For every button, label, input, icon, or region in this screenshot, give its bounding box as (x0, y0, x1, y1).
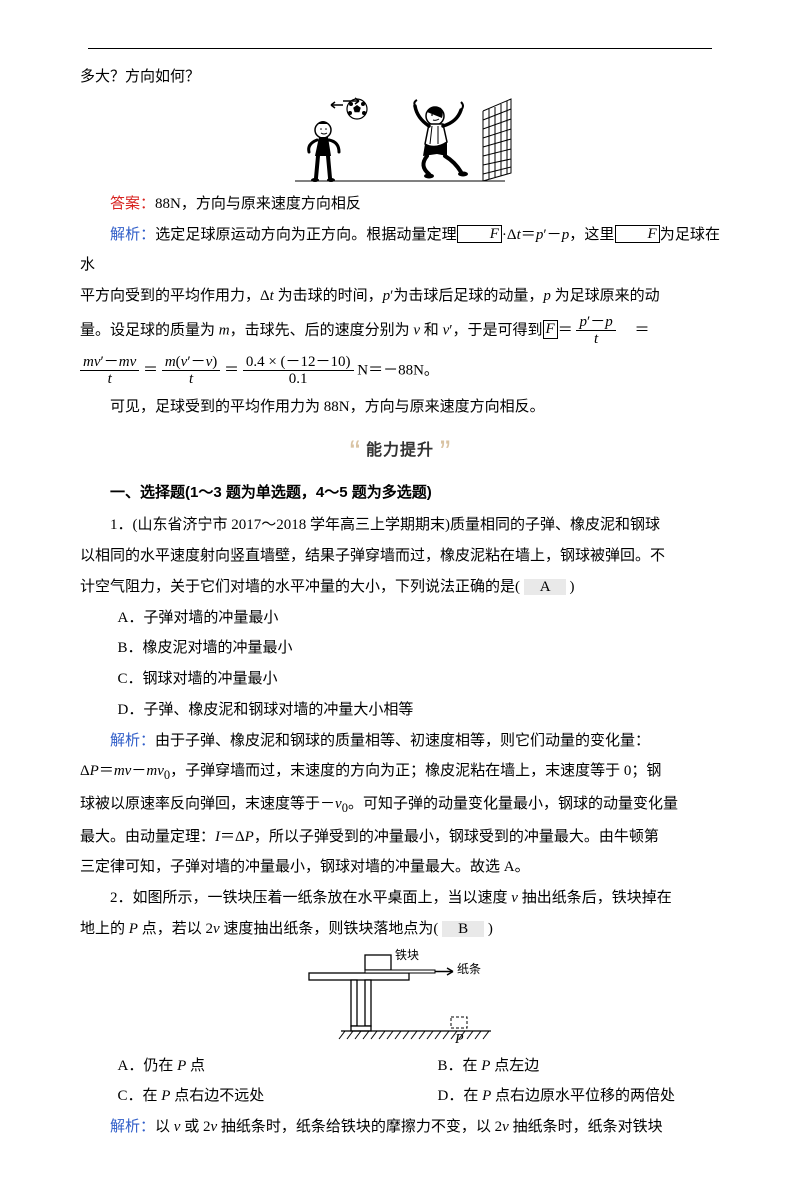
page: 多大？方向如何？ (0, 0, 800, 1183)
t: ′－ (543, 227, 561, 243)
t: 或 2 (180, 1119, 210, 1135)
q1-line1: 1．(山东省济宁市 2017～2018 学年高三上学期期末)质量相同的子弹、橡皮… (80, 510, 720, 541)
t: 计空气阻力，关于它们对墙的水平冲量的大小，下列说法正确的是( (80, 579, 520, 595)
section-divider: “ 能力提升 ” (80, 427, 720, 478)
t: ，子弹穿墙而过，末速度的方向为正；橡皮泥粘在墙上，末速度等于 0；钢 (170, 763, 661, 779)
t: ＝ (558, 322, 573, 338)
t: 2．如图所示，一铁块压着一纸条放在水平桌面上，当以速度 (110, 890, 511, 906)
answer-label: 答案： (110, 196, 155, 212)
table-svg: 铁块 纸条 P (295, 947, 505, 1047)
t: ＝Δ (220, 829, 245, 845)
t: ·Δ (502, 227, 517, 243)
eq-tail: N＝－88N。 (357, 362, 439, 378)
answer-line: 答案：88N，方向与原来速度方向相反 (80, 189, 720, 220)
t: － (131, 763, 146, 779)
q1-exp-1: 解析：由于子弹、橡皮泥和钢球的质量相等、初速度相等，则它们动量的变化量： (80, 726, 720, 757)
t: 平方向受到的平均作用力，Δ (80, 288, 270, 304)
fraction-4: 0.4 × (－12－10) 0.1 (243, 354, 354, 388)
q1-opt-d: D．子弹、橡皮泥和钢球对墙的冲量大小相等 (80, 695, 720, 726)
q2-answer: B (442, 921, 484, 937)
q1-answer: A (524, 579, 566, 595)
football-svg (285, 95, 515, 185)
figure-table: 铁块 纸条 P (80, 947, 720, 1051)
t: ) (570, 579, 575, 595)
t: ，这里 (569, 227, 614, 243)
q2-options-row1: A．仍在 P 点 B．在 P 点左边 (80, 1051, 720, 1082)
q1-exp-5: 三定律可知，子弹对墙的冲量最小，钢球对墙的冲量最大。故选 A。 (80, 852, 720, 883)
t: 为击球的时间， (274, 288, 383, 304)
t: 以 (155, 1119, 174, 1135)
header-rule (88, 48, 712, 49)
q2-options-row2: C．在 P 点右边不远处 D．在 P 点右边原水平位移的两倍处 (80, 1081, 720, 1112)
intro-line: 多大？方向如何？ (80, 62, 720, 93)
q2-line1: 2．如图所示，一铁块压着一纸条放在水平桌面上，当以速度 v 抽出纸条后，铁块掉在 (80, 883, 720, 914)
q2-line2: 地上的 P 点，若以 2v 速度抽出纸条，则铁块落地点为( B ) (80, 914, 720, 945)
t: ′为击球后足球的动量， (390, 288, 543, 304)
t: ) (488, 921, 493, 937)
t: 抽纸条时，纸条给铁块的摩擦力不变，以 2 (217, 1119, 502, 1135)
label-block: 铁块 (395, 948, 419, 962)
t: 地上的 (80, 921, 129, 937)
t: ＝ (521, 227, 536, 243)
t: 量。设足球的质量为 (80, 322, 219, 338)
quote-left-icon: “ (348, 434, 363, 470)
q1-options: A．子弹对墙的冲量最小 B．橡皮泥对墙的冲量最小 C．钢球对墙的冲量最小 D．子… (80, 603, 720, 726)
q1-exp-3: 球被以原速率反向弹回，末速度等于－v0。可知子弹的动量变化量最小，钢球的动量变化… (80, 789, 720, 822)
t: ＝ (99, 763, 114, 779)
q1-opt-b: B．橡皮泥对墙的冲量最小 (80, 633, 720, 664)
q1-exp-4: 最大。由动量定理：I＝ΔP，所以子弹受到的冲量最小，钢球受到的冲量最大。由牛顿第 (80, 822, 720, 853)
t: 抽纸条时，纸条对铁块 (509, 1119, 663, 1135)
q2-opt-b: B．在 P 点左边 (400, 1051, 720, 1082)
F-symbol: F (457, 225, 502, 244)
t: 抽出纸条后，铁块掉在 (518, 890, 672, 906)
divider-text: 能力提升 (366, 442, 434, 459)
t: 点，若以 2 (138, 921, 213, 937)
explain-label: 解析： (110, 227, 155, 243)
answer-text: 88N，方向与原来速度方向相反 (155, 196, 361, 212)
fraction-2: mv′－mv t (80, 354, 139, 388)
t: ，击球先、后的速度分别为 (230, 322, 414, 338)
explain-line-2: 平方向受到的平均作用力，Δt 为击球的时间，p′为击球后足球的动量，p 为足球原… (80, 281, 720, 312)
q2-opt-d: D．在 P 点右边原水平位移的两倍处 (400, 1081, 720, 1112)
label-paper: 纸条 (457, 962, 481, 976)
equation-line-1: 量。设足球的质量为 m，击球先、后的速度分别为 v 和 v′，于是可得到F＝ p… (80, 314, 720, 348)
explain-line-1: 解析：选定足球原运动方向为正方向。根据动量定理F·Δt＝p′－p，这里F为足球在… (80, 220, 720, 282)
quote-right-icon: ” (438, 434, 453, 470)
t: 球被以原速率反向弹回，末速度等于－ (80, 796, 335, 812)
t: 可知子弹的动量变化量最小，钢球的动量变化量 (363, 796, 678, 812)
q1-line3: 计空气阻力，关于它们对墙的水平冲量的大小，下列说法正确的是( A ) (80, 572, 720, 603)
F-symbol: F (615, 225, 660, 244)
label-P: P (454, 1032, 464, 1047)
fraction-1: p′－p t (576, 314, 615, 348)
q2-exp: 解析：以 v 或 2v 抽纸条时，纸条给铁块的摩擦力不变，以 2v 抽纸条时，纸… (80, 1112, 720, 1143)
t: 和 (420, 322, 443, 338)
q1-line2: 以相同的水平速度射向竖直墙壁，结果子弹穿墙而过，橡皮泥粘在墙上，钢球被弹回。不 (80, 541, 720, 572)
section-heading: 一、选择题(1～3 题为单选题，4～5 题为多选题) (80, 478, 720, 509)
fraction-3: m(v′－v) t (162, 354, 220, 388)
t: 最大。由动量定理： (80, 829, 215, 845)
t: ，所以子弹受到的冲量最小，钢球受到的冲量最大。由牛顿第 (254, 829, 659, 845)
q2-opt-c: C．在 P 点右边不远处 (80, 1081, 400, 1112)
t: Δ (80, 763, 90, 779)
q1-exp-2: ΔP＝mv－mv0，子弹穿墙而过，末速度的方向为正；橡皮泥粘在墙上，末速度等于 … (80, 756, 720, 789)
conclusion: 可见，足球受到的平均作用力为 88N，方向与原来速度方向相反。 (80, 392, 720, 423)
t: 速度抽出纸条，则铁块落地点为( (220, 921, 439, 937)
t: 由于子弹、橡皮泥和钢球的质量相等、初速度相等，则它们动量的变化量： (155, 733, 650, 749)
q1-opt-a: A．子弹对墙的冲量最小 (80, 603, 720, 634)
explain-label: 解析： (110, 733, 155, 749)
t: ′，于是可得到 (449, 322, 542, 338)
q2-opt-a: A．仍在 P 点 (80, 1051, 400, 1082)
figure-football (80, 95, 720, 189)
q1-opt-c: C．钢球对墙的冲量最小 (80, 664, 720, 695)
t: 选定足球原运动方向为正方向。根据动量定理 (155, 227, 457, 243)
t: 为足球原来的动 (551, 288, 660, 304)
equation-line-2: mv′－mv t ＝ m(v′－v) t ＝ 0.4 × (－12－10) 0.… (80, 354, 720, 388)
F-symbol: F (543, 320, 558, 339)
explain-label: 解析： (110, 1119, 155, 1135)
